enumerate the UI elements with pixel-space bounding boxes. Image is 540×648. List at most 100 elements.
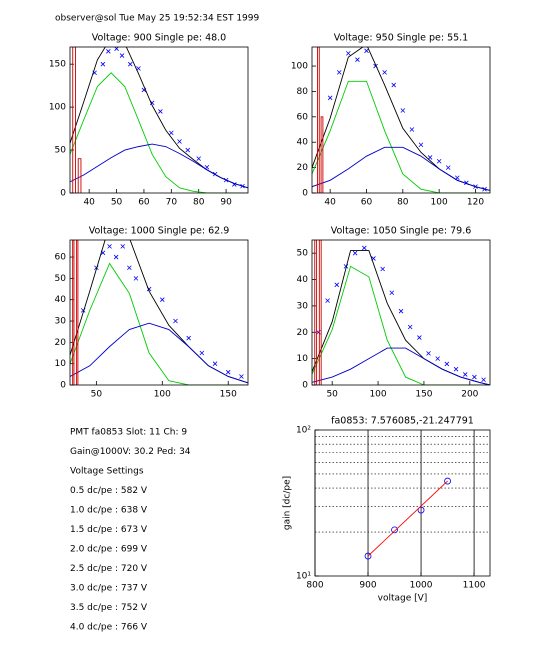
x-tick-label: 40 — [83, 198, 95, 208]
line — [312, 265, 490, 385]
x-tick-label: 90 — [220, 198, 232, 208]
line — [312, 347, 490, 385]
info-line: 1.5 dc/pe : 673 V — [70, 525, 148, 535]
x-tick-label: 1000 — [410, 581, 433, 591]
header: observer@sol Tue May 25 19:52:34 EST 199… — [55, 14, 259, 24]
point — [427, 155, 433, 160]
point — [239, 374, 244, 379]
y-tick-label: 30 — [55, 317, 67, 327]
line — [316, 47, 324, 193]
point — [481, 377, 486, 383]
point — [445, 165, 451, 170]
x-tick-label: 800 — [306, 581, 323, 591]
x-tick-label: 900 — [359, 581, 376, 591]
x-tick-label: 100 — [369, 390, 386, 400]
point — [444, 361, 450, 367]
x-tick-label: 50 — [91, 390, 103, 400]
point — [199, 350, 205, 356]
y-tick-label: 20 — [55, 338, 67, 348]
point — [389, 290, 395, 296]
line — [70, 72, 248, 193]
point — [343, 264, 349, 269]
point — [436, 158, 442, 164]
x-tick-label: 40 — [324, 198, 336, 208]
x-tick-label: 120 — [467, 198, 484, 208]
point — [327, 95, 333, 101]
y-tick-label: 150 — [49, 60, 66, 70]
x-tick-label: 70 — [166, 198, 178, 208]
point — [225, 369, 231, 375]
x-tick-label: 80 — [397, 198, 409, 208]
point — [417, 506, 425, 514]
point — [418, 142, 424, 148]
point — [355, 57, 360, 62]
line — [367, 480, 448, 557]
line — [72, 47, 82, 193]
point — [106, 49, 111, 54]
y-tick-label: 80 — [297, 87, 309, 97]
info-line: 2.5 dc/pe : 720 V — [70, 564, 148, 574]
point — [391, 82, 397, 88]
point — [158, 109, 163, 114]
y-tick-label: 50 — [297, 249, 309, 259]
point — [160, 297, 165, 302]
point — [113, 254, 119, 260]
point — [120, 244, 126, 249]
point — [435, 356, 440, 361]
point — [352, 250, 358, 256]
plot-area — [312, 47, 490, 193]
point — [407, 324, 413, 330]
y-tick-label: 30 — [297, 301, 309, 311]
point — [472, 374, 477, 380]
axes-frame — [69, 239, 249, 386]
point — [417, 335, 422, 340]
info-line: 3.5 dc/pe : 752 V — [70, 603, 148, 613]
x-tick-label: 50 — [111, 198, 123, 208]
chart-title: fa0853: 7.576085,-21.247791 — [331, 416, 474, 427]
point — [346, 51, 351, 56]
point — [362, 245, 367, 251]
x-axis-label: voltage [V] — [378, 594, 428, 604]
y-tick-label: 10 — [55, 359, 67, 369]
point — [169, 130, 174, 136]
point — [364, 48, 369, 54]
line — [70, 262, 248, 385]
x-tick-label: 60 — [361, 198, 373, 208]
point — [380, 266, 385, 272]
x-tick-label: 80 — [193, 198, 205, 208]
line — [70, 322, 248, 384]
y-tick-label: 100 — [49, 103, 66, 113]
line — [312, 80, 490, 193]
point — [409, 127, 415, 132]
axes-frame — [314, 429, 491, 577]
info-line: 3.0 dc/pe : 737 V — [70, 584, 148, 594]
y-tick-label: 0 — [302, 189, 308, 199]
info-line: 1.0 dc/pe : 638 V — [70, 506, 148, 516]
point — [400, 108, 406, 113]
info-line: 0.5 dc/pe : 582 V — [70, 486, 148, 496]
point — [212, 361, 218, 366]
info-line: 4.0 dc/pe : 766 V — [70, 623, 148, 633]
x-tick-label: 200 — [461, 390, 478, 400]
point — [336, 70, 342, 75]
y-tick-label: 100 — [291, 62, 308, 72]
point — [186, 335, 191, 341]
point — [334, 282, 340, 288]
y-tick-label: 0 — [302, 381, 308, 391]
plot-area — [70, 240, 248, 385]
axes-frame — [311, 239, 491, 386]
plot-area — [312, 240, 490, 385]
y-tick-label: 40 — [297, 275, 309, 285]
info-line: PMT fa0853 Slot: 11 Ch: 9 — [70, 428, 187, 438]
point — [100, 61, 106, 67]
x-tick-label: 60 — [138, 198, 150, 208]
y-tick-label: 0 — [60, 381, 66, 391]
point — [196, 156, 201, 161]
point — [325, 298, 330, 303]
point — [133, 276, 139, 281]
y-axis-label: gain [dc/pe] — [283, 476, 293, 530]
point — [462, 372, 468, 377]
y-tick-label: 50 — [55, 274, 67, 284]
point — [185, 147, 191, 153]
y-tick-label: 10¹ — [296, 572, 311, 582]
